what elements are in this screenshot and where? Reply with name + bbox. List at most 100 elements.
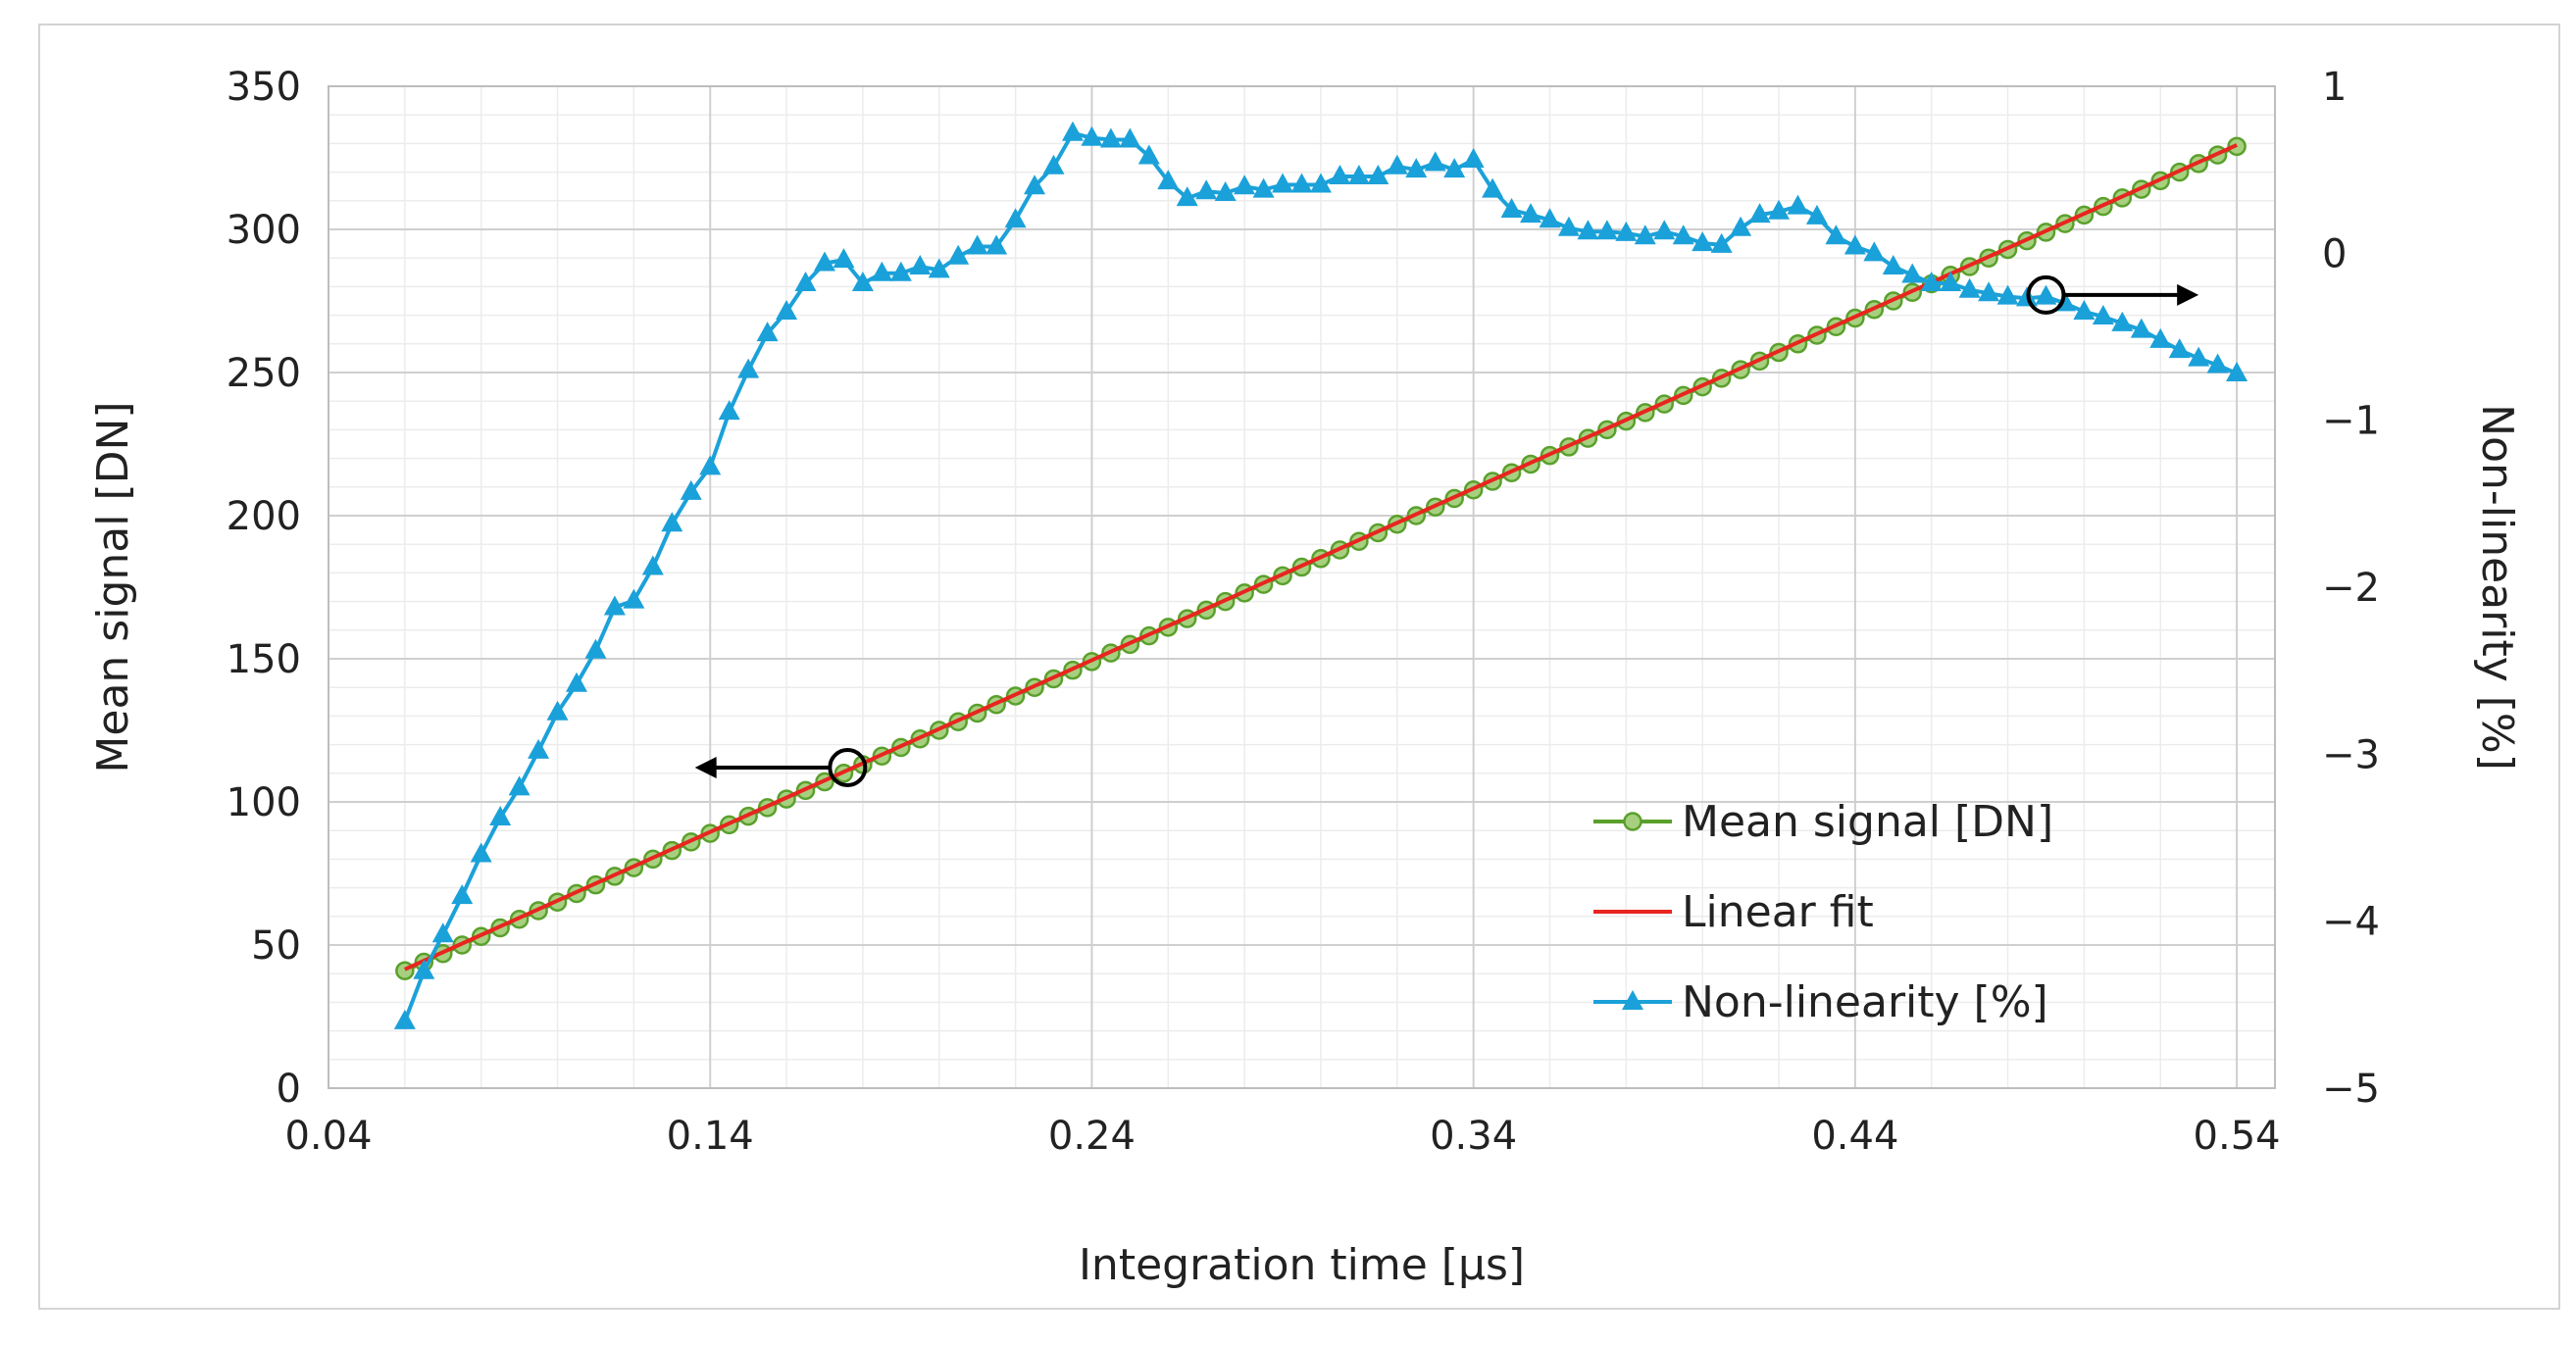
non-linearity-point — [1347, 164, 1370, 184]
legend-non-linearity-label: Non-linearity [%] — [1682, 977, 2048, 1027]
non-linearity-point — [1004, 208, 1027, 228]
non-linearity-point — [603, 595, 626, 616]
non-linearity-point — [1176, 186, 1198, 207]
y-tick-label: 300 — [227, 208, 301, 253]
non-linearity-point — [2092, 305, 2114, 325]
x-tick-label: 0.14 — [667, 1114, 754, 1159]
non-linearity-point — [718, 400, 740, 421]
non-linearity-point — [833, 248, 855, 269]
non-linearity-point — [1978, 281, 2000, 302]
x-tick-label: 0.44 — [1811, 1114, 1898, 1159]
non-linearity-point — [489, 806, 512, 826]
non-linearity-point — [1768, 199, 1791, 220]
y-tick-label: 100 — [227, 780, 301, 825]
non-linearity-point — [1272, 173, 1294, 193]
non-linearity-point — [1539, 208, 1561, 228]
non-linearity-point — [813, 251, 835, 272]
non-linearity-point — [1042, 154, 1065, 174]
non-linearity-point — [1081, 125, 1103, 146]
non-linearity-point — [2111, 311, 2134, 331]
legend-linear-fit-label: Linear fit — [1682, 887, 1874, 937]
non-linearity-point — [1329, 164, 1351, 184]
non-linearity-point — [1615, 221, 1638, 241]
non-linearity-point — [1958, 277, 1981, 298]
non-linearity-point — [1424, 151, 1446, 172]
non-linearity-point — [1234, 174, 1256, 195]
y2-tick-label: 0 — [2322, 231, 2347, 276]
non-linearity-point — [1577, 220, 1599, 240]
non-linearity-point — [1309, 173, 1332, 193]
y-tick-label: 0 — [277, 1067, 301, 1112]
non-linearity-point — [947, 244, 970, 265]
non-linearity-point — [1137, 144, 1160, 165]
non-linearity-point — [1710, 232, 1733, 253]
non-linearity-point — [413, 959, 435, 979]
non-linearity-point — [1805, 204, 1828, 224]
legend-mean-signal-dn-label: Mean signal [DN] — [1682, 797, 2053, 847]
non-linearity-point — [546, 700, 569, 721]
non-linearity-point — [1252, 177, 1275, 198]
non-linearity-point — [1940, 271, 1962, 291]
non-linearity-point — [431, 922, 454, 943]
non-linearity-point — [1500, 198, 1523, 219]
non-linearity-point — [2035, 284, 2057, 305]
y2-axis-title: Non-linearity [%] — [2472, 404, 2522, 771]
legend-non-linearity-marker — [1622, 990, 1643, 1010]
non-linearity-point — [584, 638, 607, 659]
non-linearity-point — [1386, 154, 1408, 174]
y-tick-label: 250 — [227, 351, 301, 396]
non-linearity-point — [623, 588, 645, 609]
x-axis-title: Integration time [µs] — [1079, 1240, 1525, 1290]
non-linearity-point — [565, 672, 587, 692]
non-linearity-point — [756, 322, 779, 342]
plot-area-border — [328, 85, 2276, 1089]
series-layer — [393, 121, 2248, 1029]
non-linearity-point — [1119, 127, 1141, 148]
non-linearity-point — [1920, 271, 1943, 291]
non-linearity-point — [1462, 147, 1485, 168]
right-axis-indicator-arrow-head — [2177, 283, 2199, 306]
non-linearity-point — [1024, 174, 1046, 195]
chart-frame — [38, 24, 2560, 1310]
non-linearity-point — [1290, 173, 1313, 193]
non-linearity-point — [1882, 254, 1904, 274]
y-tick-label: 50 — [251, 923, 301, 969]
non-linearity-point — [641, 555, 664, 575]
y-axis-title: Mean signal [DN] — [88, 401, 138, 772]
legend-mean-signal-dn-marker — [1623, 812, 1642, 831]
non-linearity-point — [871, 261, 893, 281]
non-linearity-point — [1595, 220, 1618, 240]
non-linearity-point — [909, 254, 932, 274]
non-linearity-point — [1367, 164, 1389, 184]
non-linearity-point — [1634, 224, 1656, 245]
non-linearity-point — [1099, 127, 1122, 148]
annotation-layer — [694, 274, 2199, 787]
non-linearity-point — [2226, 361, 2248, 381]
non-linearity-point — [966, 234, 988, 255]
non-linearity-point — [451, 884, 474, 905]
non-linearity-point — [1996, 284, 2019, 305]
y-tick-label: 200 — [227, 494, 301, 539]
non-linearity-point — [1730, 216, 1752, 236]
y2-tick-label: −4 — [2322, 900, 2380, 945]
y2-tick-label: −3 — [2322, 732, 2380, 777]
non-linearity-point — [680, 479, 702, 500]
non-linearity-point — [2188, 346, 2210, 367]
non-linearity-point — [1863, 241, 1886, 262]
non-linearity-point — [2206, 353, 2229, 374]
non-linearity-point — [889, 261, 912, 281]
x-tick-label: 0.24 — [1048, 1114, 1136, 1159]
non-linearity-point — [1748, 203, 1771, 224]
non-linearity-point — [1672, 224, 1694, 245]
non-linearity-point — [1443, 158, 1466, 178]
non-linearity-point — [1520, 203, 1542, 224]
non-linearity-point — [661, 512, 683, 532]
non-linearity-point — [1844, 234, 1866, 255]
non-linearity-point — [1482, 177, 1504, 198]
non-linearity-point — [928, 258, 950, 278]
non-linearity-point — [1557, 216, 1580, 236]
non-linearity-point — [508, 775, 530, 796]
y2-tick-label: −2 — [2322, 566, 2380, 611]
non-linearity-point — [1157, 170, 1180, 190]
